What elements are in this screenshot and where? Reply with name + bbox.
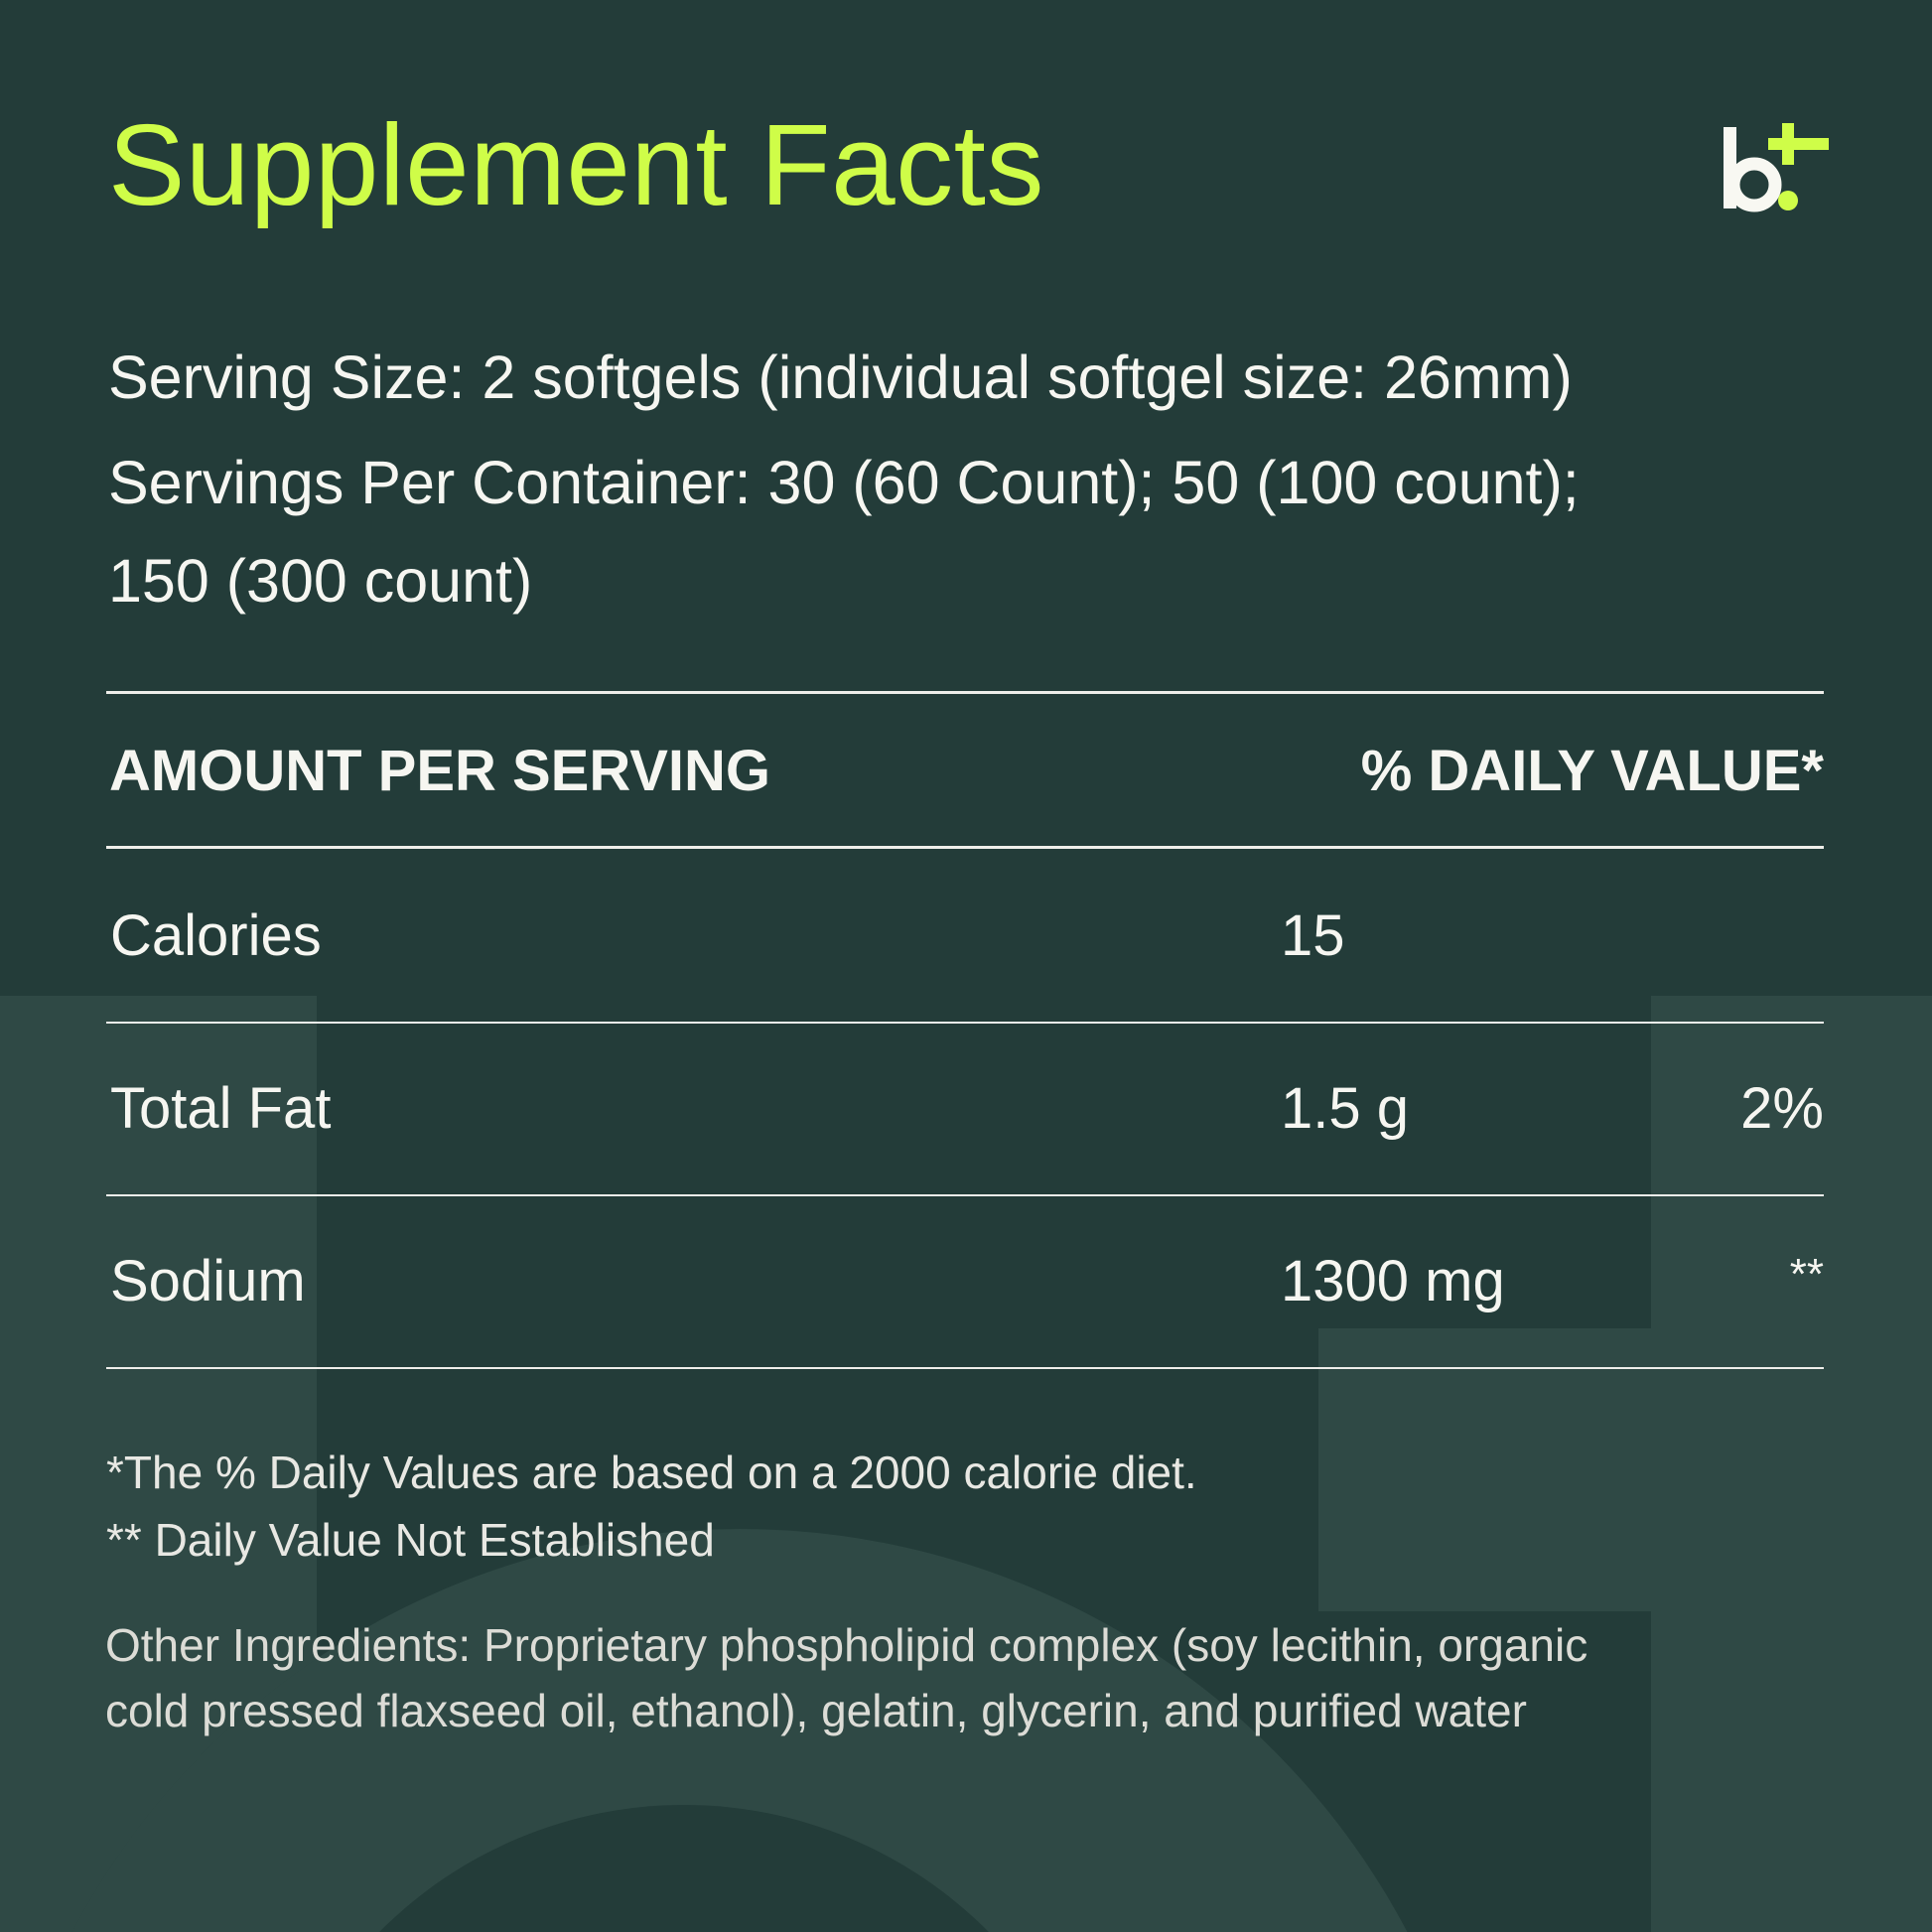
nutrient-name: Calories [110, 903, 322, 968]
nutrient-amount: 1300 mg [1281, 1249, 1505, 1313]
divider [106, 1194, 1824, 1196]
nutrient-dv: ** [1789, 1250, 1824, 1299]
watermark-bowl [71, 1529, 1408, 1932]
servings-per-container: Servings Per Container: 30 (60 Count); 5… [108, 449, 1580, 516]
serving-size: Serving Size: 2 softgels (individual sof… [108, 344, 1573, 411]
watermark-plus-horizontal [1318, 1328, 1651, 1611]
nutrient-name: Sodium [110, 1249, 306, 1313]
divider [106, 1022, 1824, 1024]
divider [106, 846, 1824, 849]
nutrient-amount: 1.5 g [1281, 1076, 1409, 1141]
b-plus-logo-icon [1724, 123, 1829, 212]
nutrient-amount: 15 [1281, 903, 1345, 968]
divider [106, 1367, 1824, 1369]
header-daily-value: % DAILY VALUE* [1360, 739, 1824, 803]
divider [106, 691, 1824, 694]
servings-per-container-cont: 150 (300 count) [108, 547, 533, 615]
footnote-not-established: ** Daily Value Not Established [106, 1514, 715, 1566]
other-ingredients-cont: cold pressed flaxseed oil, ethanol), gel… [105, 1685, 1527, 1736]
nutrient-dv: 2% [1740, 1076, 1824, 1141]
page-title: Supplement Facts [108, 100, 1044, 229]
watermark-plus-vertical [1651, 996, 1932, 1932]
watermark-bowl-inner [379, 1805, 989, 1932]
footnote-daily-value: *The % Daily Values are based on a 2000 … [106, 1447, 1197, 1498]
other-ingredients: Other Ingredients: Proprietary phospholi… [105, 1619, 1588, 1671]
nutrient-name: Total Fat [110, 1076, 332, 1141]
header-amount-per-serving: AMOUNT PER SERVING [109, 739, 771, 803]
